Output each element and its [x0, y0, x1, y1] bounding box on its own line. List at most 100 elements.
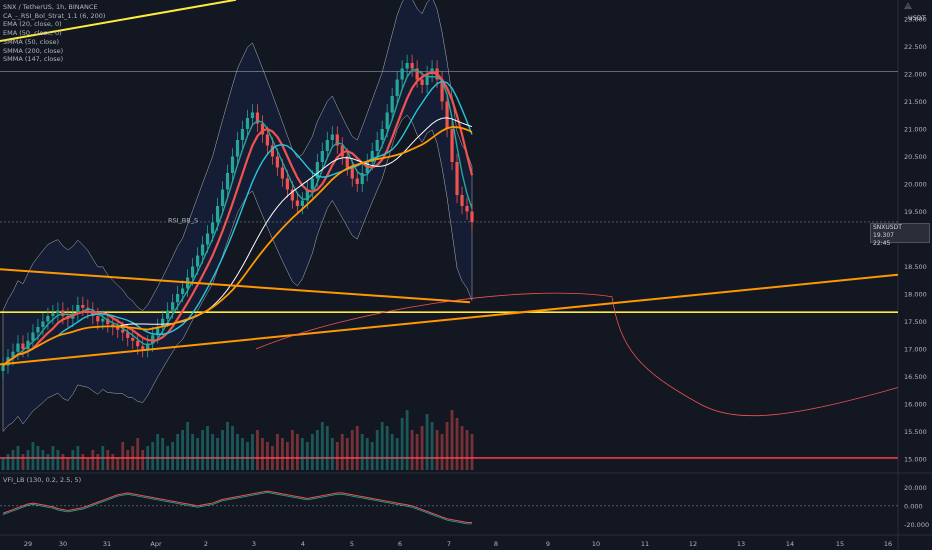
volume-bar	[141, 450, 145, 470]
volume-bar	[435, 430, 439, 470]
candle-body	[355, 178, 359, 184]
last-price-tag: SNXUSDT 19.307 22:45	[870, 223, 930, 247]
candle-body	[305, 189, 309, 201]
candle-body	[225, 173, 230, 190]
candle-body	[270, 145, 275, 157]
candle-body	[395, 79, 399, 96]
candle-body	[420, 79, 424, 85]
volume-bar	[41, 450, 45, 470]
volume-bar	[6, 454, 10, 470]
volume-bar	[206, 426, 209, 470]
time-tick-label: 5	[350, 540, 354, 548]
volume-bar	[96, 454, 100, 470]
legend-indicator[interactable]: EMA (20, close, 0)	[3, 20, 62, 29]
candle-body	[230, 156, 235, 173]
candle-body	[460, 195, 464, 206]
candle-body	[370, 151, 374, 162]
legend-indicator[interactable]: CA_-_RSI_Bol_Strat_1.1 (6, 200)	[3, 11, 106, 20]
volume-bar	[455, 418, 459, 470]
candle-body	[220, 189, 225, 206]
candle-body	[156, 327, 160, 336]
candle-body	[360, 173, 364, 184]
candle-body	[430, 68, 434, 74]
candle-body	[26, 340, 30, 349]
price-tick-label: 21.500	[904, 98, 927, 106]
volume-bar	[166, 446, 170, 470]
volume-bar	[211, 434, 214, 470]
time-tick-label: 14	[786, 540, 794, 548]
candle-body	[445, 101, 449, 129]
volume-bar	[385, 426, 389, 470]
volume-bar	[390, 434, 394, 470]
candle-body	[36, 327, 40, 333]
volume-bar	[171, 442, 175, 470]
price-tick-label: 15.000	[904, 456, 927, 464]
candle-body	[350, 167, 354, 179]
candle-body	[116, 327, 120, 330]
volume-bar	[161, 438, 165, 470]
candle-body	[210, 222, 215, 234]
price-tick-label: 15.500	[904, 428, 927, 436]
trendline-orange-upper	[0, 268, 471, 304]
time-tick-label: 13	[737, 540, 745, 548]
volume-bar	[370, 442, 374, 470]
volume-bar	[176, 434, 180, 470]
legend-indicator[interactable]: SMMA (50, close)	[3, 37, 60, 46]
volume-bar	[31, 442, 35, 470]
candle-body	[345, 156, 349, 168]
candle-body	[300, 200, 304, 206]
price-tick-label: 18.000	[904, 291, 927, 299]
volume-bar	[281, 438, 284, 470]
time-tick-label: 3	[252, 540, 256, 548]
legend-indicator[interactable]: EMA (50, close, 0)	[3, 29, 62, 38]
volume-bar	[116, 458, 120, 470]
volume-bar	[21, 454, 25, 470]
volume-bar	[445, 422, 449, 470]
time-tick-label: 16	[884, 540, 892, 548]
candle-body	[181, 288, 185, 294]
legend-indicator[interactable]: SMMA (200, close)	[3, 46, 64, 55]
volume-bar	[86, 458, 90, 470]
osc-signal-line	[2, 492, 472, 525]
volume-bar	[1, 458, 5, 470]
volume-bar	[400, 418, 404, 470]
volume-bar	[236, 434, 239, 470]
price-tick-label: 19.500	[904, 208, 927, 216]
legend-indicator[interactable]: SMMA (147, close)	[3, 55, 64, 64]
price-tick-label: 16.500	[904, 373, 927, 381]
volume-bar	[415, 434, 419, 470]
candle-body	[200, 244, 205, 256]
volume-bar	[325, 426, 329, 470]
price-tick-label: 23.000	[904, 16, 927, 24]
candle-body	[450, 129, 454, 162]
candle-body	[151, 335, 155, 344]
candle-body	[400, 68, 404, 80]
volume-bar	[81, 454, 85, 470]
candle-body	[205, 233, 210, 245]
time-tick-label: 7	[447, 540, 451, 548]
osc-tick-label: 0.000	[904, 502, 923, 510]
volume-bar	[410, 430, 414, 470]
volume-bar	[320, 422, 324, 470]
volume-bar	[76, 446, 80, 470]
candle-body	[385, 112, 389, 129]
oscillator-label[interactable]: VFI_LB (130, 0.2, 2.5, 5)	[3, 476, 82, 484]
volume-bar	[66, 458, 70, 470]
osc-tick-label: -20.000	[904, 521, 929, 529]
candle-body	[136, 340, 140, 347]
candle-body	[280, 167, 285, 179]
time-tick-label: 15	[836, 540, 844, 548]
volume-bar	[440, 434, 444, 470]
candle-body	[141, 346, 145, 349]
candle-body	[195, 255, 200, 267]
volume-bar	[131, 446, 135, 470]
legend-symbol[interactable]: SNX / TetherUS, 1h, BINANCE	[3, 3, 98, 11]
time-tick-label: Apr	[150, 540, 162, 548]
volume-bar	[261, 438, 264, 470]
volume-bar	[395, 438, 399, 470]
candle-body	[255, 112, 260, 124]
price-tick-label: 20.500	[904, 153, 927, 161]
time-tick-label: 12	[689, 540, 697, 548]
